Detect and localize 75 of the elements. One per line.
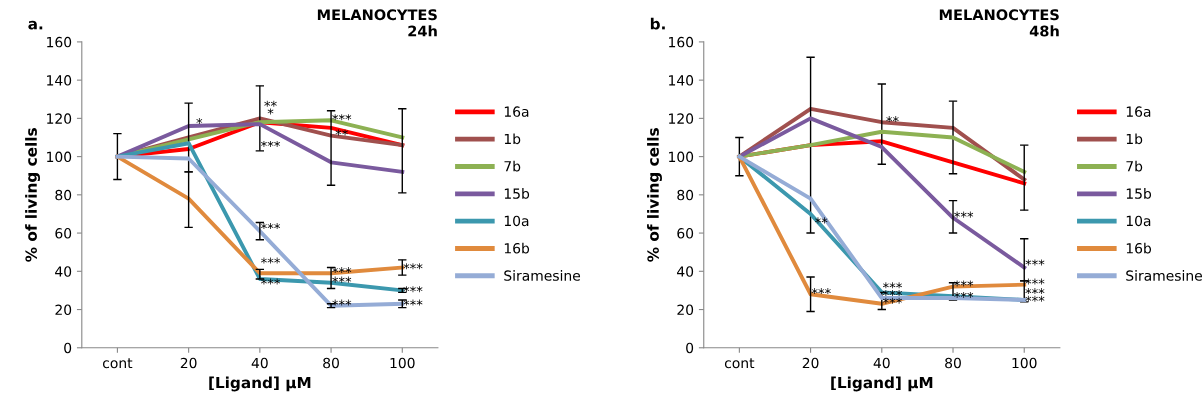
annotation: *** [403, 299, 423, 306]
annotation: *** [332, 276, 352, 283]
text: a. [28, 20, 43, 30]
legend-label: 10a [1126, 215, 1151, 227]
line-series [115, 154, 405, 276]
annotation: *** [403, 263, 423, 270]
legend-label: Siramesine [1126, 270, 1202, 281]
annotation: *** [261, 257, 281, 264]
y-tick-label: 0 [686, 342, 694, 354]
line-series [737, 116, 1027, 270]
annotation: *** [1025, 259, 1045, 266]
text: b. [650, 17, 665, 30]
annotation: *** [261, 223, 281, 230]
x-tick-label: 80 [323, 357, 339, 369]
y-tick-label: 120 [669, 113, 694, 124]
legend-label: 16a [1126, 106, 1151, 117]
annotation: * [196, 117, 203, 124]
annotation: *** [954, 291, 974, 298]
x-axis-title: [Ligand] µM [209, 376, 311, 392]
x-tick-label: 20 [802, 357, 819, 369]
y-tick-label: 60 [55, 228, 72, 239]
y-tick-label: 40 [55, 266, 72, 277]
legend-label: 15b [504, 188, 530, 199]
x-tick-label: 40 [251, 357, 268, 369]
legend-label: 10a [504, 215, 529, 227]
legend-label: 16b [1126, 242, 1152, 254]
x-tick-label: 80 [945, 357, 961, 369]
annotation: *** [882, 282, 902, 289]
annotation: *** [882, 290, 902, 297]
y-axis-title: % of living cells [25, 128, 41, 262]
y-tick-label: 80 [55, 189, 72, 201]
annotation: * [267, 108, 274, 115]
y-tick-label: 40 [677, 266, 694, 277]
annotation: ** [815, 217, 828, 224]
y-tick-label: 160 [669, 36, 694, 48]
annotation: *** [882, 297, 902, 304]
annotation: *** [1025, 278, 1045, 285]
annotation: ** [886, 116, 899, 123]
y-tick-label: 20 [677, 304, 694, 316]
y-axis-title: % of living cells [647, 128, 662, 262]
annotation: *** [332, 114, 352, 121]
x-tick-label: 100 [390, 357, 415, 369]
x-tick-label: cont [102, 358, 133, 369]
y-tick-label: 100 [669, 151, 694, 163]
legend-label: 16a [504, 106, 529, 117]
annotation: *** [811, 288, 831, 295]
y-tick-label: 20 [55, 304, 72, 316]
x-tick-label: cont [724, 358, 755, 369]
y-tick-label: 100 [47, 151, 72, 163]
y-tick-label: 140 [47, 75, 72, 86]
legend-label: 7b [504, 160, 521, 172]
y-tick-label: 0 [64, 342, 72, 354]
legend-label: Siramesine [504, 270, 581, 281]
legend-label: 1b [504, 133, 521, 145]
y-tick-label: 120 [47, 113, 72, 124]
y-tick-label: 160 [47, 36, 72, 48]
annotation: *** [1025, 295, 1045, 302]
legend-label: 7b [1126, 160, 1143, 172]
x-axis-title: [Ligand] µM [831, 376, 933, 392]
annotation: *** [261, 140, 281, 147]
x-tick-label: 100 [1012, 357, 1037, 369]
legend-label: 15b [1126, 188, 1152, 199]
y-tick-label: 140 [669, 75, 694, 86]
y-tick-label: 60 [677, 228, 694, 239]
annotation: *** [1025, 288, 1045, 295]
x-tick-label: 20 [180, 357, 197, 369]
legend-label: 16b [504, 242, 530, 254]
line-series [115, 154, 405, 308]
chart-title: MELANOCYTES 48h [939, 9, 1059, 37]
chart-title: MELANOCYTES 24h [317, 9, 437, 37]
annotation: *** [954, 211, 974, 218]
legend-label: 1b [1126, 133, 1143, 145]
x-tick-label: 40 [873, 357, 890, 369]
y-tick-label: 80 [677, 189, 694, 201]
annotation: ** [264, 100, 277, 107]
